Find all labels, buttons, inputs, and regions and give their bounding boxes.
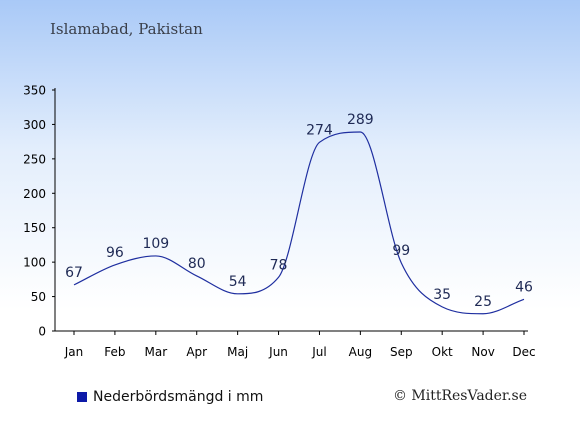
data-label: 99 — [392, 243, 410, 259]
x-tick-label: Maj — [227, 345, 248, 359]
chart-title: Islamabad, Pakistan — [50, 20, 203, 38]
x-tick-label: Jun — [268, 345, 288, 359]
x-tick-label: Sep — [390, 345, 413, 359]
precipitation-line — [73, 131, 525, 315]
data-label: 67 — [65, 265, 83, 281]
legend: Nederbördsmängd i mm — [77, 389, 263, 405]
x-tick-label: Okt — [432, 345, 453, 359]
y-tick-label: 350 — [23, 84, 46, 98]
x-tick-label: Apr — [186, 345, 207, 359]
y-tick-label: 100 — [23, 256, 46, 270]
y-tick-label: 300 — [23, 118, 46, 132]
data-label: 80 — [188, 256, 206, 272]
x-tick-label: Aug — [349, 345, 372, 359]
data-label: 274 — [306, 122, 333, 138]
data-label: 35 — [433, 287, 451, 303]
y-tick-label: 0 — [38, 325, 46, 339]
legend-swatch — [77, 392, 87, 402]
data-label: 78 — [270, 257, 288, 273]
x-tick-label: Dec — [512, 345, 535, 359]
x-tick-label: Mar — [144, 345, 167, 359]
x-tick-label: Jul — [311, 345, 326, 359]
x-tick-label: Nov — [471, 345, 494, 359]
y-tick-label: 250 — [23, 152, 46, 166]
credit-text: © MittResVader.se — [392, 388, 527, 404]
y-tick-label: 150 — [23, 221, 46, 235]
data-label: 289 — [347, 112, 374, 128]
data-label: 25 — [474, 294, 492, 310]
x-tick-label: Jan — [64, 345, 84, 359]
legend-label: Nederbördsmängd i mm — [93, 389, 264, 405]
data-label: 96 — [106, 245, 124, 261]
data-label: 54 — [229, 274, 247, 290]
data-label: 109 — [142, 236, 169, 252]
data-label: 46 — [515, 279, 533, 295]
y-tick-label: 200 — [23, 187, 46, 201]
y-tick-label: 50 — [31, 290, 46, 304]
x-tick-label: Feb — [104, 345, 125, 359]
